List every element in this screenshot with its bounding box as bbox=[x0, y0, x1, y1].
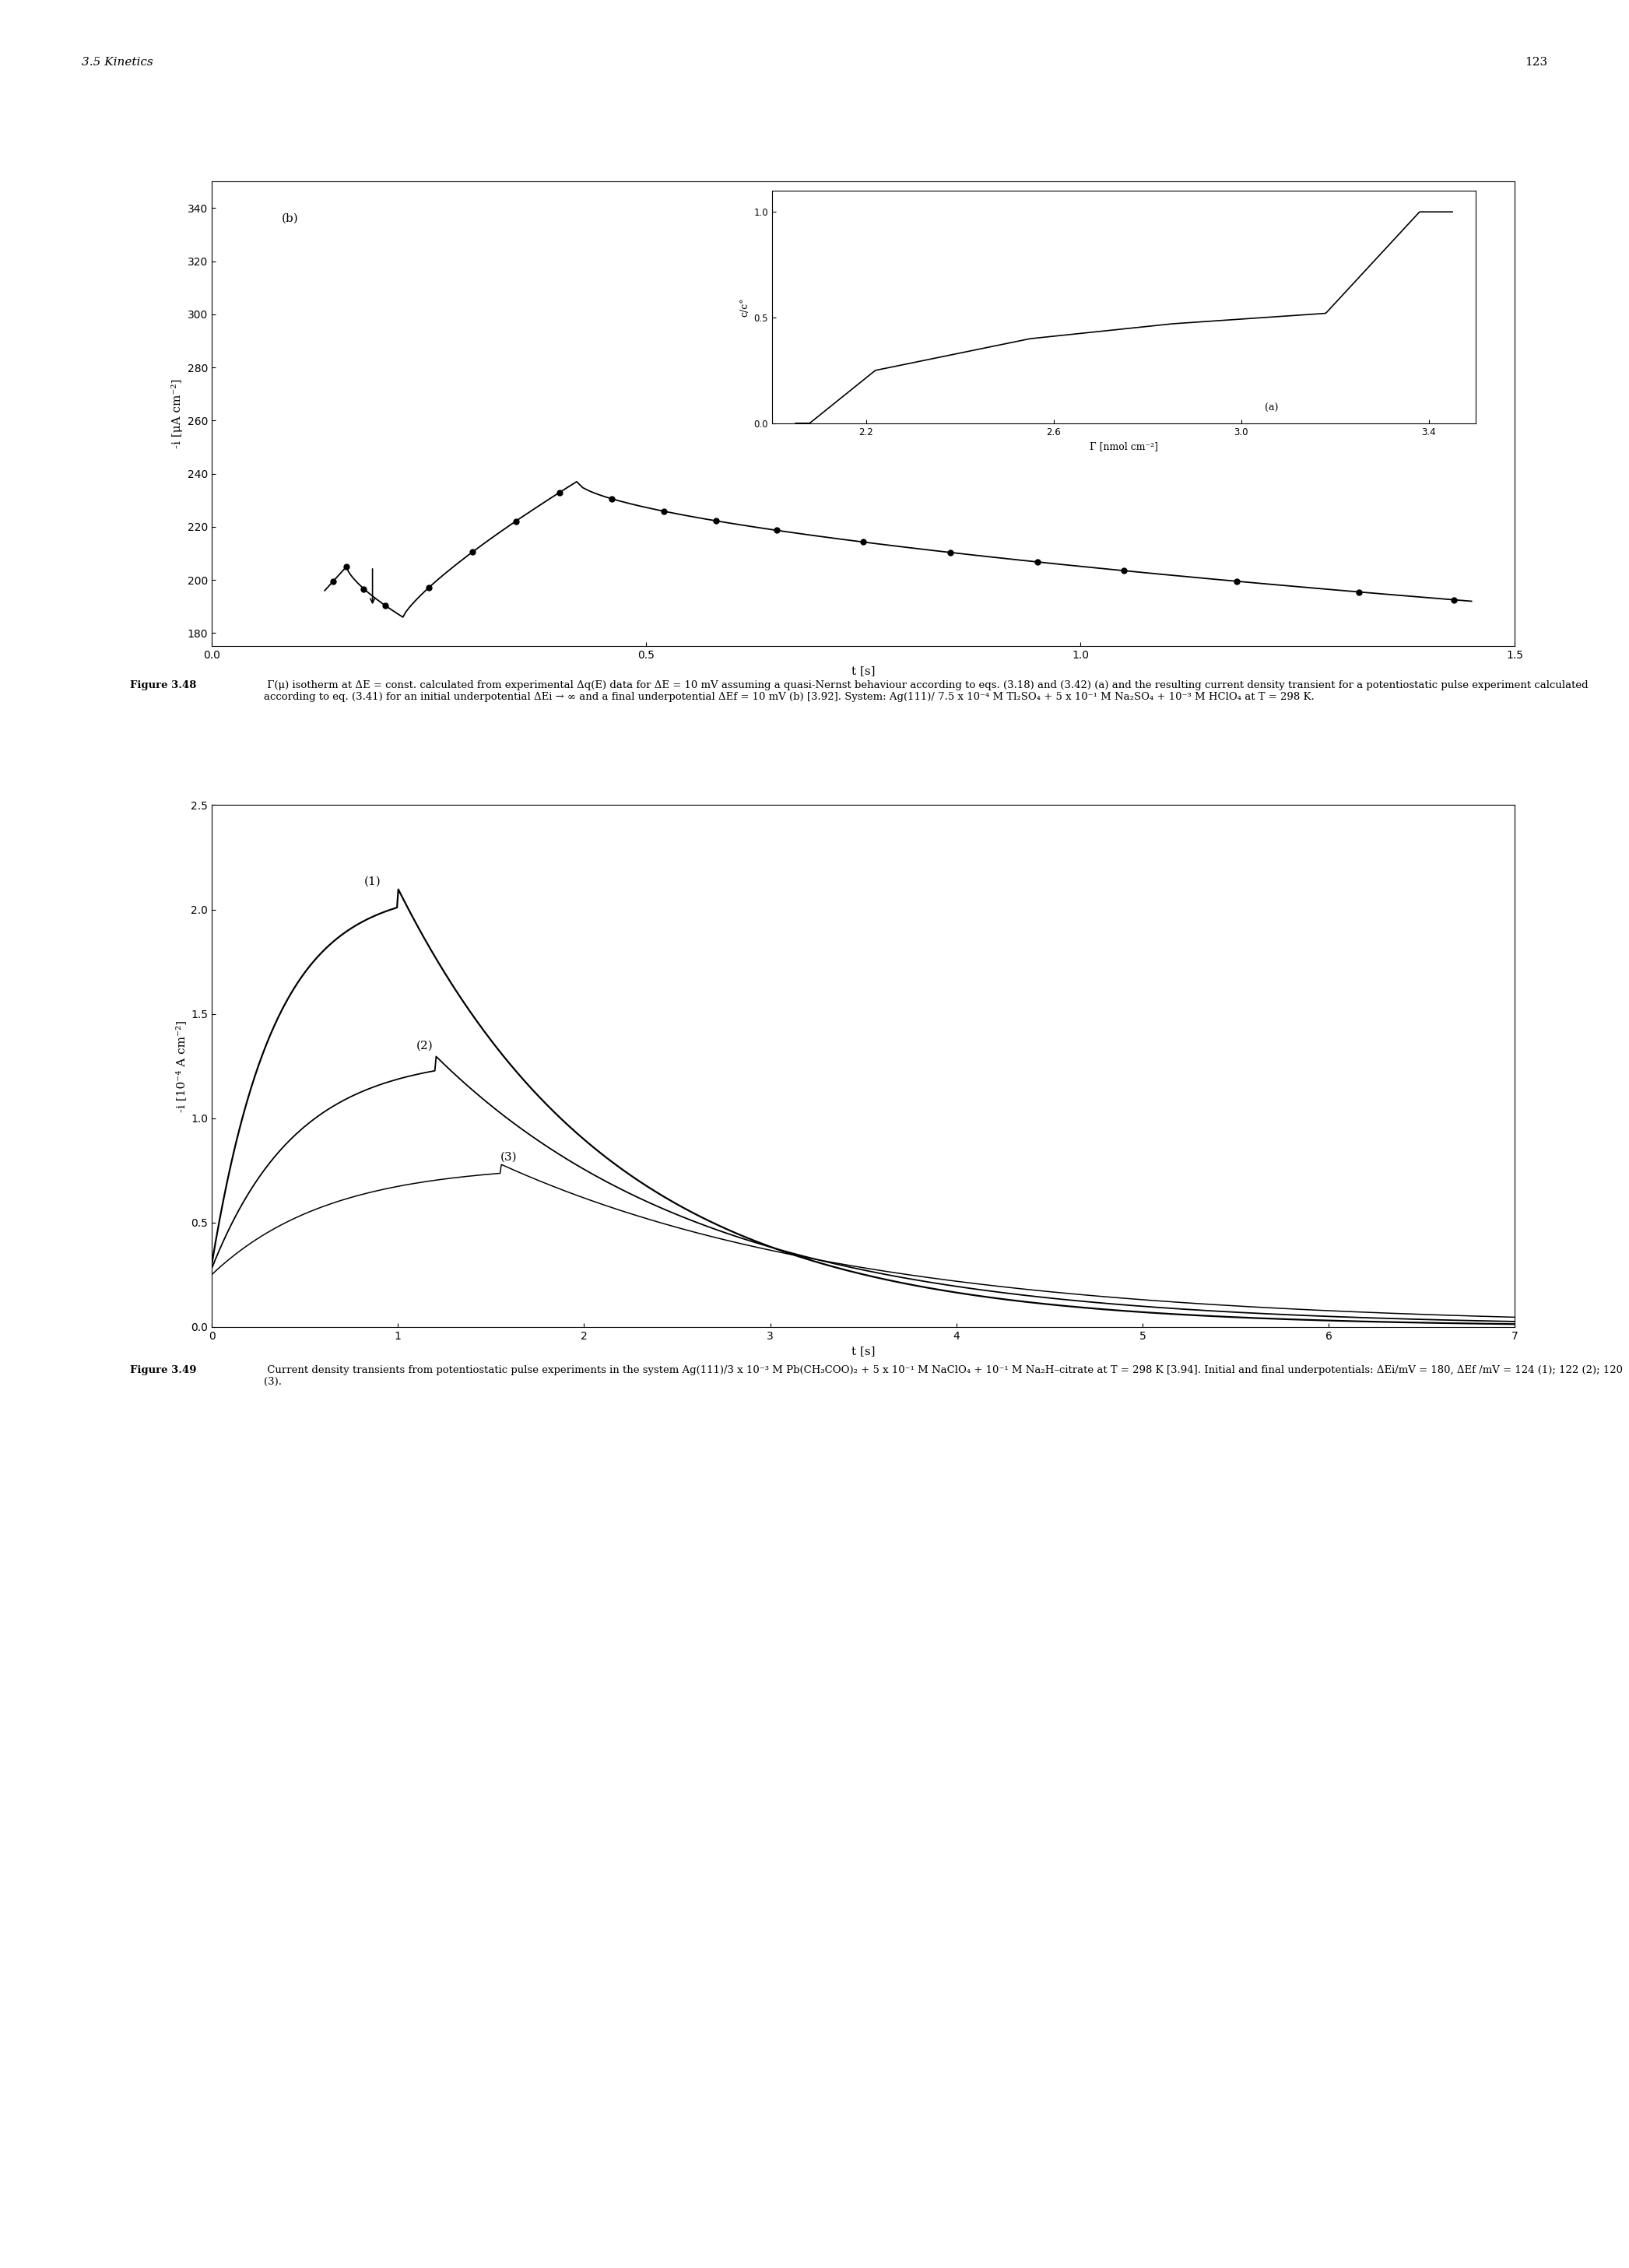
Y-axis label: -i [10⁻⁴ A cm⁻²]: -i [10⁻⁴ A cm⁻²] bbox=[176, 1021, 187, 1111]
Text: 123: 123 bbox=[1525, 57, 1548, 68]
Text: Figure 3.48: Figure 3.48 bbox=[130, 680, 197, 689]
X-axis label: t [s]: t [s] bbox=[852, 665, 875, 676]
Y-axis label: -i [μA cm⁻²]: -i [μA cm⁻²] bbox=[171, 379, 182, 449]
Text: Figure 3.49: Figure 3.49 bbox=[130, 1365, 197, 1374]
Text: Current density transients from potentiostatic pulse experiments in the system A: Current density transients from potentio… bbox=[264, 1365, 1622, 1388]
X-axis label: t [s]: t [s] bbox=[852, 1345, 875, 1356]
Text: (3): (3) bbox=[500, 1152, 516, 1161]
Text: (2): (2) bbox=[417, 1041, 433, 1052]
Text: (b): (b) bbox=[282, 213, 298, 225]
Text: (1): (1) bbox=[365, 875, 381, 887]
Text: 3.5 Kinetics: 3.5 Kinetics bbox=[81, 57, 153, 68]
Text: Γ(μ) isotherm at ΔE = const. calculated from experimental Δq(E) data for ΔE = 10: Γ(μ) isotherm at ΔE = const. calculated … bbox=[264, 680, 1588, 703]
